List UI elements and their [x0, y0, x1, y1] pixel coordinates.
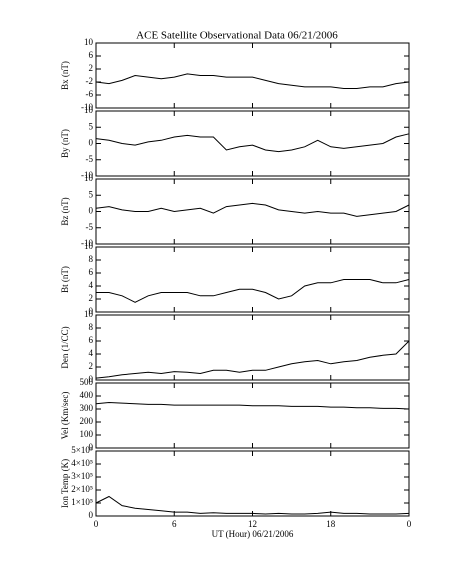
data-line	[95, 73, 410, 89]
y-tick-label: 3×10⁵	[71, 471, 93, 481]
y-tick-label: 100	[80, 429, 94, 439]
panel-frame	[95, 382, 410, 449]
y-tick-label: 0	[89, 306, 94, 316]
y-tick-label: 10	[84, 173, 94, 183]
y-tick-label: 8	[89, 322, 94, 332]
y-tick-label: -5	[86, 154, 94, 164]
y-axis-label: Bt (nT)	[60, 266, 70, 293]
panel-frame	[95, 42, 410, 109]
y-tick-label: 10	[84, 37, 94, 47]
y-tick-label: 10	[84, 105, 94, 115]
chart-title: ACE Satellite Observational Data 06/21/2…	[136, 30, 338, 42]
y-tick-label: 4×10⁵	[71, 458, 93, 468]
panel-frame	[95, 450, 410, 517]
y-tick-label: 0	[89, 374, 94, 384]
y-tick-label: 2	[89, 361, 94, 371]
data-line	[95, 340, 410, 379]
y-tick-label: 4	[89, 280, 94, 290]
y-tick-label: -6	[86, 89, 94, 99]
y-tick-label: 200	[80, 416, 94, 426]
y-tick-label: -10	[81, 170, 93, 180]
data-line	[95, 133, 410, 153]
y-axis-label: Ion Temp (K)	[60, 459, 70, 508]
y-tick-label: 0	[89, 206, 94, 216]
y-tick-label: 2	[89, 293, 94, 303]
x-tick-label: 6	[172, 519, 177, 529]
y-axis-label: Vel (Km/sec)	[60, 392, 70, 440]
data-line	[95, 401, 410, 410]
y-tick-label: 300	[80, 403, 94, 413]
y-tick-label: 2×10⁵	[71, 484, 93, 494]
y-tick-label: 5	[89, 189, 94, 199]
y-axis-label: Bx (nT)	[60, 61, 70, 90]
x-tick-label: 0	[94, 519, 99, 529]
y-tick-label: -10	[81, 238, 93, 248]
y-tick-label: 10	[84, 241, 94, 251]
y-tick-label: 1×10⁵	[71, 497, 93, 507]
y-tick-label: 6	[89, 267, 94, 277]
x-tick-label: 0	[407, 519, 412, 529]
y-tick-label: 8	[89, 254, 94, 264]
y-tick-label: 400	[80, 390, 94, 400]
x-tick-label: 12	[248, 519, 257, 529]
x-tick-label: 18	[326, 519, 336, 529]
data-line	[95, 202, 410, 217]
y-tick-label: 2	[89, 63, 94, 73]
y-tick-label: 6	[89, 50, 94, 60]
y-axis-label: By (nT)	[60, 129, 70, 158]
y-tick-label: 10	[84, 309, 94, 319]
y-tick-label: -2	[86, 76, 94, 86]
y-tick-label: -10	[81, 102, 93, 112]
y-axis-label: Bz (nT)	[60, 197, 70, 225]
data-line	[95, 495, 410, 515]
y-tick-label: 4	[89, 348, 94, 358]
data-line	[96, 279, 410, 303]
y-tick-label: 0	[89, 138, 94, 148]
y-tick-label: -5	[86, 222, 94, 232]
y-tick-label: 500	[80, 377, 94, 387]
y-tick-label: 0	[89, 510, 94, 520]
y-tick-label: 0	[89, 442, 94, 452]
y-tick-label: 5	[89, 121, 94, 131]
x-axis-label: UT (Hour) 06/21/2006	[212, 529, 294, 539]
y-tick-label: 6	[89, 335, 94, 345]
y-axis-label: Den (1/CC)	[60, 326, 70, 368]
y-tick-label: 5×10⁵	[71, 445, 93, 455]
